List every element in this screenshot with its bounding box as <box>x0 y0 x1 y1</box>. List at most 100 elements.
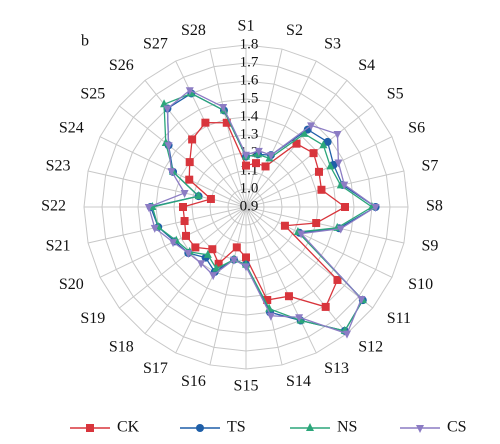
category-label: S21 <box>46 238 71 255</box>
category-label: S14 <box>286 373 311 390</box>
category-label: S6 <box>408 120 425 137</box>
category-label: S4 <box>358 57 375 74</box>
marker <box>206 194 215 203</box>
marker <box>309 149 318 158</box>
marker <box>181 231 190 240</box>
r-tick-label: 1.7 <box>240 54 259 70</box>
marker <box>229 256 238 265</box>
category-label: S18 <box>109 338 134 355</box>
spoke <box>245 206 348 334</box>
marker <box>340 181 349 190</box>
marker <box>197 260 206 269</box>
marker <box>297 230 306 239</box>
marker <box>150 224 159 233</box>
category-label: S2 <box>286 22 303 39</box>
category-label: S24 <box>59 120 84 137</box>
marker <box>86 424 94 432</box>
category-label: S19 <box>80 310 105 327</box>
spoke <box>144 206 247 334</box>
spoke <box>87 170 247 208</box>
marker <box>306 423 314 431</box>
marker <box>187 88 196 97</box>
r-tick-label: 1.5 <box>240 90 259 106</box>
marker <box>321 302 330 311</box>
category-label: S28 <box>181 22 206 39</box>
marker <box>326 161 335 170</box>
marker <box>219 103 228 112</box>
r-tick-label: 1.6 <box>240 72 259 88</box>
marker <box>188 135 197 144</box>
marker <box>180 189 189 198</box>
marker <box>185 175 194 184</box>
marker <box>314 167 323 176</box>
marker <box>300 128 309 137</box>
category-label: S22 <box>41 198 66 215</box>
marker <box>222 118 231 127</box>
marker <box>184 250 193 259</box>
marker <box>242 253 250 262</box>
category-label: S17 <box>143 360 168 377</box>
marker <box>242 151 250 160</box>
marker <box>261 162 270 171</box>
spoke <box>245 206 283 366</box>
marker <box>185 158 194 167</box>
marker <box>343 330 352 339</box>
spoke <box>245 206 405 244</box>
spoke <box>119 105 247 208</box>
marker <box>242 161 250 170</box>
marker <box>232 243 241 252</box>
marker <box>163 105 172 114</box>
category-label: S1 <box>238 18 255 35</box>
marker <box>371 204 380 212</box>
legend-label: CS <box>447 419 467 436</box>
category-label: S5 <box>387 85 404 102</box>
marker <box>280 221 289 230</box>
marker <box>295 314 304 323</box>
marker <box>242 263 250 272</box>
legend-label: NS <box>337 419 357 436</box>
marker <box>212 263 221 272</box>
spoke <box>119 206 247 309</box>
marker <box>208 245 217 254</box>
marker <box>341 203 349 211</box>
marker <box>160 99 169 108</box>
marker <box>194 191 203 200</box>
marker <box>252 159 261 168</box>
category-label: S12 <box>358 338 383 355</box>
category-label: S26 <box>109 57 134 74</box>
category-label: S27 <box>143 35 168 52</box>
marker <box>254 147 263 156</box>
marker <box>265 153 274 162</box>
marker <box>201 118 210 127</box>
marker <box>263 296 272 305</box>
category-label: S10 <box>408 276 433 293</box>
spoke <box>245 48 283 208</box>
category-label: S25 <box>80 85 105 102</box>
marker <box>319 140 328 149</box>
marker <box>164 142 173 151</box>
r-tick-label: 1.4 <box>240 108 259 124</box>
marker <box>317 185 326 194</box>
legend-label: CK <box>117 419 140 436</box>
marker <box>333 275 342 284</box>
r-tick-label: 1.8 <box>240 36 259 52</box>
spoke <box>209 48 247 208</box>
category-label: S9 <box>421 238 438 255</box>
spoke <box>245 206 373 309</box>
r-tick-label: 0.9 <box>240 198 259 214</box>
marker <box>185 87 194 96</box>
category-label: S7 <box>421 158 438 175</box>
marker <box>209 272 218 281</box>
marker <box>323 137 332 146</box>
marker <box>266 152 275 161</box>
marker <box>312 219 321 228</box>
category-label: S11 <box>387 310 411 327</box>
series-line <box>182 122 347 308</box>
category-label: S8 <box>426 198 443 215</box>
marker <box>169 239 178 248</box>
marker <box>334 159 343 168</box>
spoke <box>175 206 247 354</box>
legend-label: TS <box>227 419 246 436</box>
spoke <box>245 105 373 208</box>
